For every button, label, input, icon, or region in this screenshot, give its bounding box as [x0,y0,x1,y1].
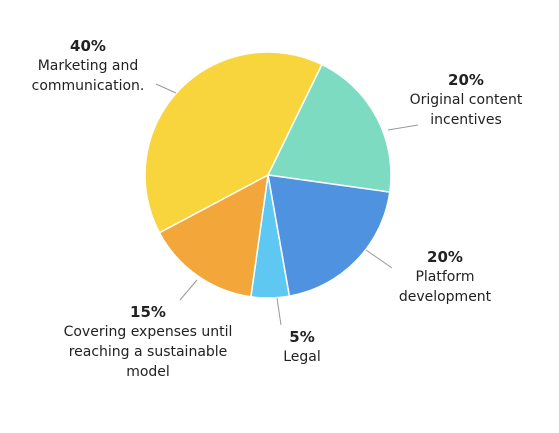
category-label: Platform development [398,269,492,305]
pie-slice [158,173,269,298]
slice-label: 20% Original content incentives [401,70,531,130]
value-label: 20% [427,248,463,266]
value-label: 15% [130,303,166,321]
pie-slice [266,63,392,193]
category-label: Marketing and communication. [31,58,145,94]
value-label: 5% [289,328,315,346]
category-label: Legal [283,349,321,365]
leader-line [387,124,419,131]
category-label: Original content incentives [409,92,523,128]
leader-line [179,279,198,301]
leader-lines [155,83,419,326]
leader-line [155,83,177,94]
pie-slice [267,174,391,298]
slice-label: 40% Marketing and communication. [26,36,151,96]
leader-line [365,249,393,269]
pie-slice [144,51,323,234]
leader-line [276,297,282,326]
slice-label: 20% Platform development [390,247,500,307]
slice-label: 5% Legal [262,327,342,367]
pie [144,51,392,299]
value-label: 40% [70,37,106,55]
value-label: 20% [448,71,484,89]
slice-label: 15% Covering expenses until reaching a su… [56,302,241,382]
category-label: Covering expenses until reaching a susta… [63,324,233,380]
